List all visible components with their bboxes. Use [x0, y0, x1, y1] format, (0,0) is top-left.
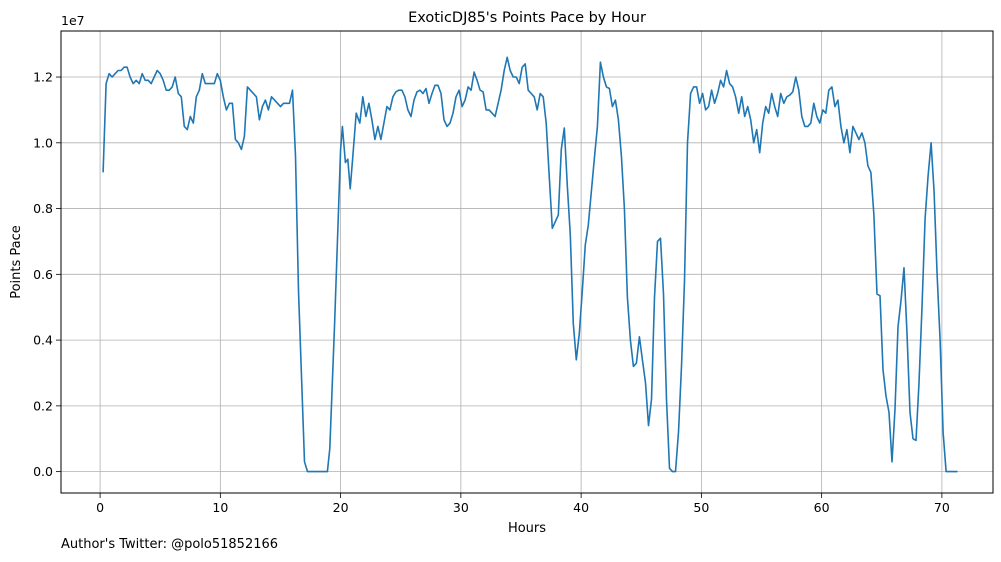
y-tick-label: 1.2	[33, 70, 53, 85]
y-tick-label: 1.0	[33, 135, 53, 150]
x-tick-label: 60	[814, 500, 830, 515]
author-twitter-note: Author's Twitter: @polo51852166	[61, 537, 279, 552]
plot-frame	[60, 30, 994, 494]
y-tick-label: 0.4	[33, 333, 53, 348]
x-axis: 0 10 20 30 40 50 60 70	[96, 493, 950, 515]
x-axis-label: Hours	[508, 521, 546, 536]
grid-lines	[61, 31, 993, 493]
x-tick-label: 0	[96, 500, 104, 515]
series-layer	[102, 56, 958, 473]
y-tick-label: 0.6	[33, 267, 53, 282]
x-tick-label: 30	[453, 500, 469, 515]
y-axis: 0.0 0.2 0.4 0.6 0.8 1.0 1.2	[33, 70, 61, 479]
y-axis-label: Points Pace	[9, 225, 24, 299]
x-tick-label: 20	[333, 500, 349, 515]
series-line	[102, 56, 958, 473]
x-tick-label: 10	[212, 500, 228, 515]
x-tick-label: 50	[693, 500, 709, 515]
chart-title: ExoticDJ85's Points Pace by Hour	[408, 10, 646, 26]
y-tick-label: 0.2	[33, 398, 53, 413]
y-tick-label: 0.8	[33, 201, 53, 216]
x-tick-label: 40	[573, 500, 589, 515]
y-tick-label: 0.0	[33, 464, 53, 479]
y-offset-label: 1e7	[61, 13, 85, 28]
x-tick-label: 70	[934, 500, 950, 515]
